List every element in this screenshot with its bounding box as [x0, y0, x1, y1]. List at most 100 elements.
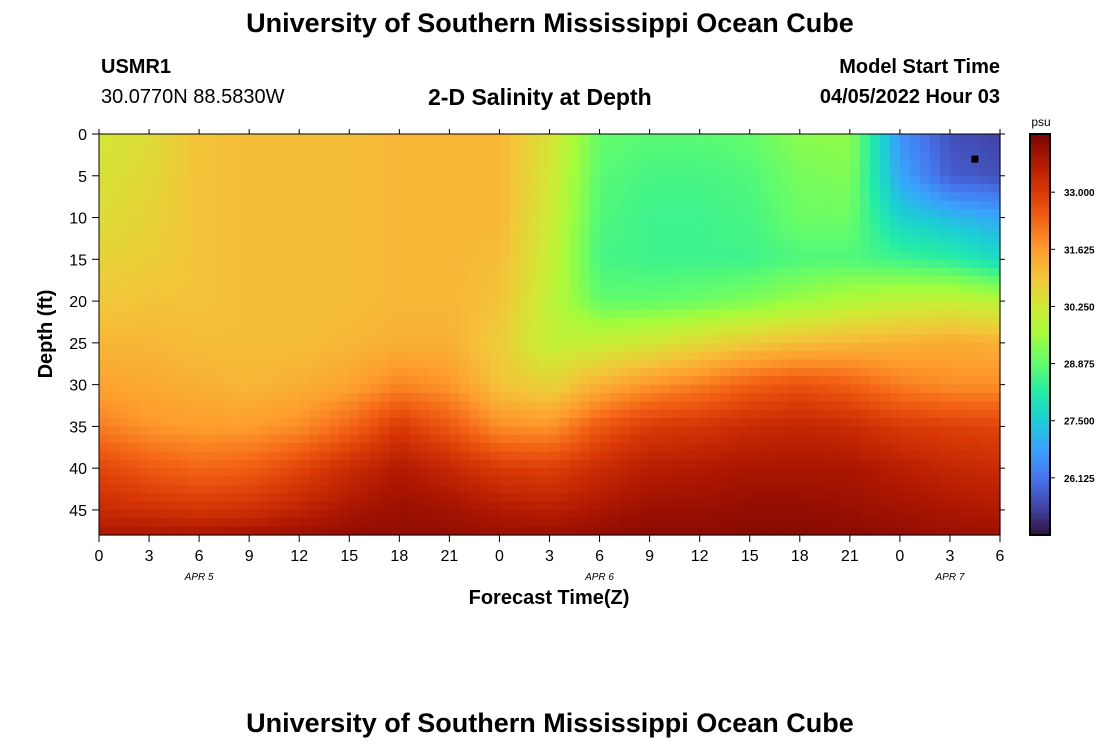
- heatmap-cell: [199, 342, 210, 352]
- heatmap-cell: [559, 426, 571, 436]
- heatmap-cell: [499, 309, 511, 319]
- heatmap-cell: [139, 309, 150, 319]
- heatmap-cell: [279, 301, 290, 311]
- heatmap-cell: [509, 518, 521, 528]
- heatmap-cell: [729, 150, 741, 160]
- heatmap-cell: [729, 376, 741, 386]
- heatmap-cell: [319, 493, 330, 503]
- heatmap-cell: [109, 200, 120, 210]
- heatmap-cell: [769, 209, 781, 219]
- heatmap-cell: [769, 526, 781, 536]
- heatmap-cell: [869, 401, 881, 411]
- heatmap-cell: [929, 351, 941, 361]
- heatmap-cell: [239, 367, 250, 377]
- heatmap-cell: [449, 192, 460, 202]
- heatmap-cell: [799, 509, 811, 519]
- heatmap-cell: [909, 175, 921, 185]
- heatmap-cell: [379, 409, 390, 419]
- heatmap-cell: [959, 276, 971, 285]
- heatmap-cell: [989, 351, 1001, 361]
- heatmap-cell: [219, 342, 230, 352]
- heatmap-cell: [349, 184, 360, 194]
- heatmap-cell: [219, 493, 230, 503]
- heatmap-cell: [139, 326, 150, 336]
- heatmap-cell: [949, 309, 961, 319]
- heatmap-cell: [99, 200, 110, 210]
- heatmap-cell: [749, 134, 761, 143]
- heatmap-cell: [429, 175, 440, 185]
- heatmap-cell: [169, 200, 180, 210]
- heatmap-cell: [149, 184, 160, 194]
- heatmap-cell: [799, 351, 811, 361]
- heatmap-cell: [989, 217, 1001, 227]
- heatmap-cell: [659, 276, 671, 285]
- heatmap-cell: [619, 392, 631, 402]
- heatmap-cell: [349, 292, 360, 302]
- date-label: APR 5: [184, 572, 214, 583]
- heatmap-cell: [849, 217, 861, 227]
- heatmap-cell: [619, 134, 631, 143]
- heatmap-cell: [809, 309, 821, 319]
- heatmap-cell: [329, 200, 340, 210]
- heatmap-cell: [919, 284, 931, 294]
- heatmap-cell: [539, 276, 551, 285]
- heatmap-cell: [859, 234, 871, 244]
- heatmap-cell: [809, 509, 821, 519]
- heatmap-cell: [829, 309, 841, 319]
- heatmap-cell: [569, 401, 581, 411]
- heatmap-cell: [239, 509, 250, 519]
- heatmap-cell: [679, 401, 691, 411]
- heatmap-cell: [209, 401, 220, 411]
- heatmap-cell: [479, 225, 491, 235]
- heatmap-cell: [689, 250, 701, 260]
- heatmap-cell: [189, 476, 200, 486]
- heatmap-cell: [379, 209, 390, 219]
- heatmap-cell: [559, 468, 571, 478]
- heatmap-cell: [799, 259, 811, 269]
- heatmap-cell: [99, 501, 110, 511]
- heatmap-cell: [969, 242, 981, 252]
- heatmap-cell: [339, 242, 350, 252]
- heatmap-cell: [599, 426, 611, 436]
- heatmap-cell: [489, 376, 501, 386]
- heatmap-cell: [169, 493, 180, 503]
- heatmap-cell: [679, 184, 691, 194]
- heatmap-cell: [989, 451, 1001, 461]
- heatmap-cell: [99, 351, 110, 361]
- heatmap-cell: [279, 493, 290, 503]
- heatmap-cell: [439, 317, 450, 327]
- heatmap-cell: [509, 468, 521, 478]
- heatmap-cell: [859, 192, 871, 202]
- heatmap-cell: [299, 317, 310, 327]
- heatmap-cell: [919, 342, 931, 352]
- heatmap-cell: [199, 301, 210, 311]
- heatmap-cell: [629, 426, 641, 436]
- heatmap-cell: [709, 225, 721, 235]
- heatmap-cell: [869, 250, 881, 260]
- heatmap-cell: [389, 309, 400, 319]
- heatmap-cell: [389, 526, 400, 536]
- heatmap-cell: [449, 501, 460, 511]
- heatmap-cell: [939, 159, 951, 169]
- heatmap-cell: [179, 301, 190, 311]
- heatmap-cell: [279, 167, 290, 177]
- heatmap-cell: [219, 526, 230, 536]
- heatmap-cell: [559, 409, 571, 419]
- heatmap-cell: [789, 434, 801, 444]
- heatmap-cell: [419, 434, 430, 444]
- heatmap-cell: [119, 351, 130, 361]
- heatmap-cell: [629, 401, 641, 411]
- heatmap-cell: [639, 509, 651, 519]
- heatmap-cell: [269, 192, 280, 202]
- heatmap-cell: [929, 200, 941, 210]
- heatmap-cell: [439, 276, 450, 285]
- heatmap-cell: [479, 493, 491, 503]
- heatmap-cell: [649, 150, 661, 160]
- heatmap-cell: [629, 526, 641, 536]
- heatmap-cell: [619, 359, 631, 369]
- heatmap-cell: [279, 476, 290, 486]
- x-tick-label: 9: [645, 548, 654, 565]
- heatmap-cell: [329, 292, 340, 302]
- heatmap-cell: [629, 184, 641, 194]
- heatmap-cell: [669, 418, 681, 427]
